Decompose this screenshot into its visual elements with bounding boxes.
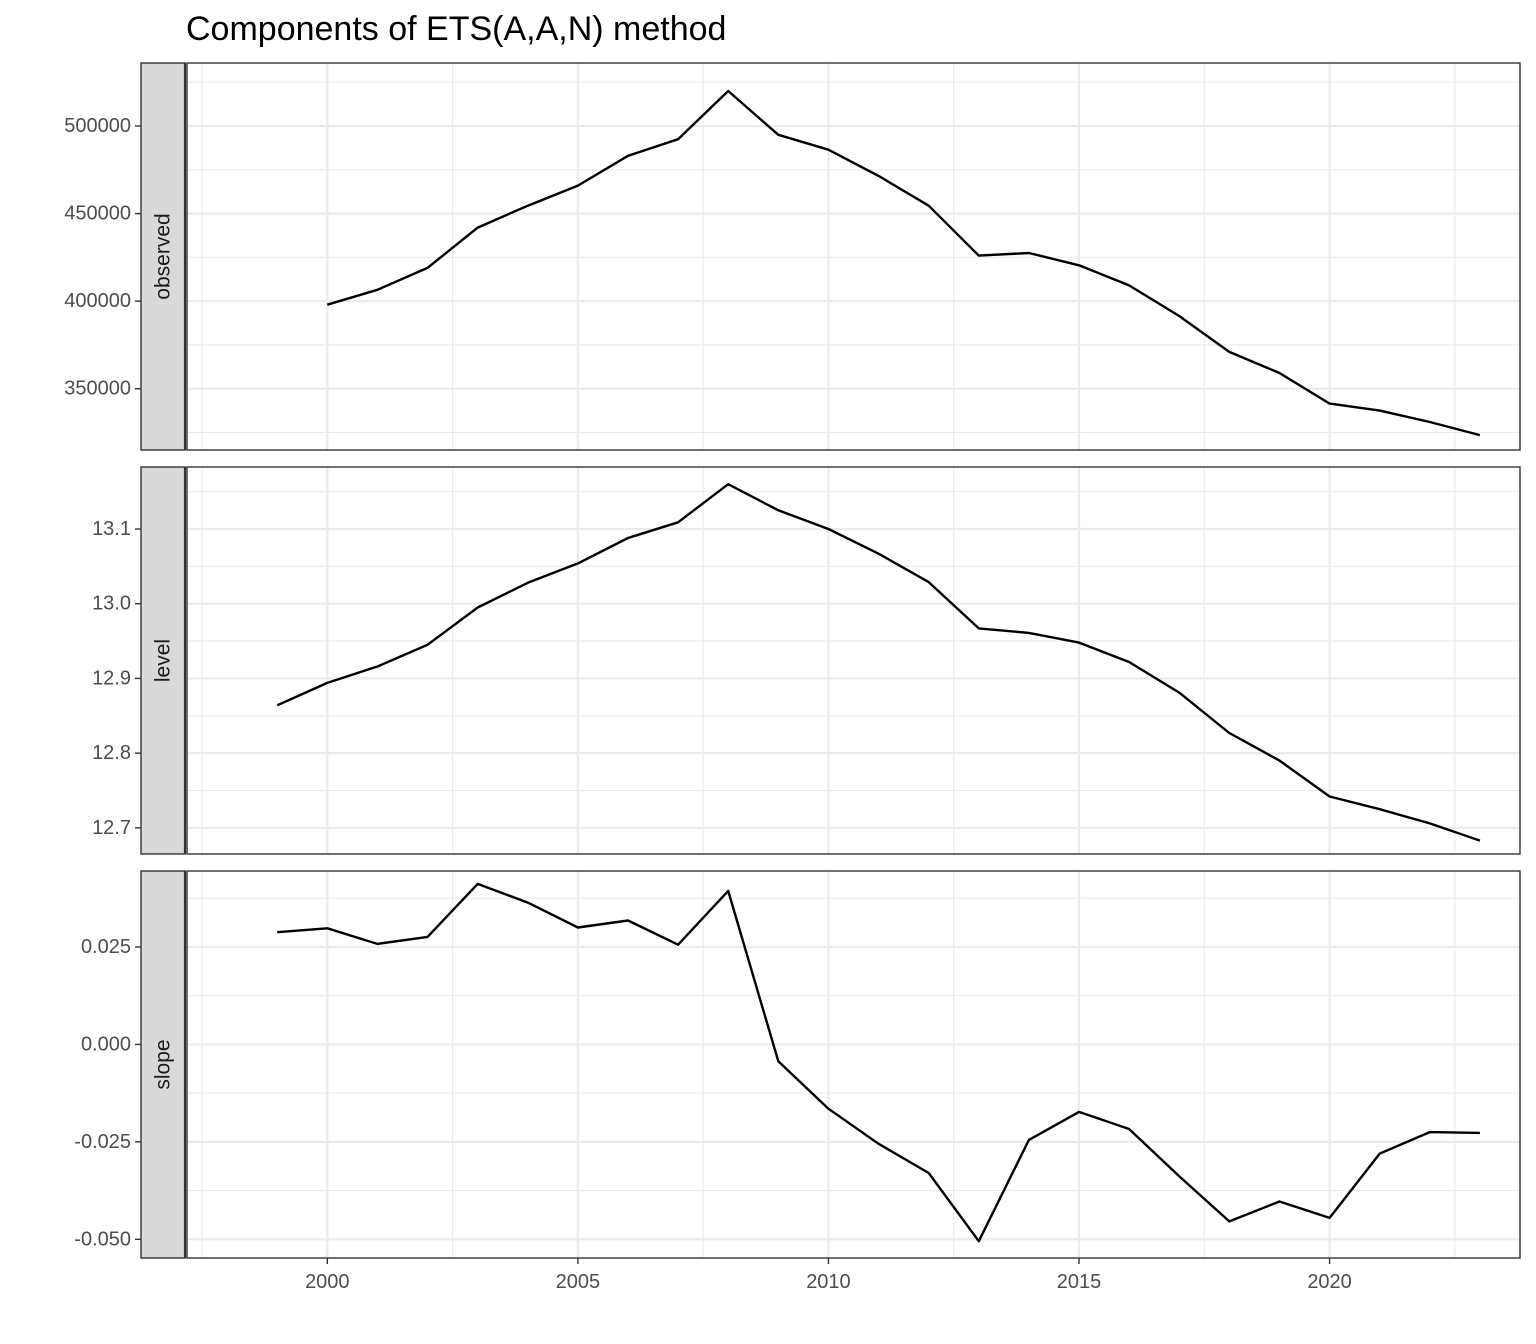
panel-background bbox=[187, 871, 1520, 1258]
panel-background bbox=[187, 63, 1520, 450]
series-line-observed bbox=[326, 89, 1481, 437]
panel-grid bbox=[187, 467, 1520, 854]
panel-border bbox=[186, 62, 1521, 451]
panel-background bbox=[187, 467, 1520, 854]
y-tick-label: -0.050 bbox=[74, 1228, 131, 1250]
panel-observed: observed 350000 400000 450000 500000 bbox=[64, 62, 1521, 451]
y-tick-label: 350000 bbox=[64, 378, 131, 400]
x-tick-label: 2010 bbox=[806, 1271, 851, 1293]
y-tick-label: 500000 bbox=[64, 115, 131, 137]
strip-label-observed: observed bbox=[152, 213, 175, 299]
x-tick-label: 2015 bbox=[1057, 1271, 1102, 1293]
facet-strip bbox=[140, 870, 186, 1259]
y-tick-label: 0.000 bbox=[81, 1033, 131, 1055]
x-tick-label: 2000 bbox=[305, 1271, 350, 1293]
panel-level: level 12.7 12.8 12.9 13.0 13.1 bbox=[92, 466, 1521, 855]
panel-grid bbox=[187, 871, 1520, 1258]
y-tick-label: 12.7 bbox=[92, 817, 131, 839]
panel-grid bbox=[187, 63, 1520, 450]
y-tick-label: 12.9 bbox=[92, 667, 131, 689]
series-line-slope bbox=[277, 882, 1480, 1243]
y-tick-label: 12.8 bbox=[92, 742, 131, 764]
x-tick-label: 2020 bbox=[1307, 1271, 1352, 1293]
panel-border bbox=[186, 466, 1521, 855]
facet-strip bbox=[140, 466, 186, 855]
chart-title: Components of ETS(A,A,N) method bbox=[186, 10, 726, 48]
strip-label-level: level bbox=[152, 639, 175, 682]
x-tick-label: 2005 bbox=[556, 1271, 601, 1293]
y-tick-label: 13.1 bbox=[92, 518, 131, 540]
panel-border bbox=[186, 870, 1521, 1259]
x-axis: 2000 2005 2010 2015 2020 bbox=[305, 1258, 1352, 1293]
strip-label-slope: slope bbox=[152, 1039, 175, 1089]
series-line-level bbox=[276, 483, 1481, 842]
y-tick-label: 13.0 bbox=[92, 593, 131, 615]
panel-slope: slope -0.050 -0.025 0.000 0.025 bbox=[74, 870, 1521, 1259]
facet-panels: observed 350000 400000 450000 500000 level 12.… bbox=[64, 62, 1521, 1259]
y-tick-label: -0.025 bbox=[74, 1131, 131, 1153]
facet-strip bbox=[140, 62, 186, 451]
y-tick-label: 0.025 bbox=[81, 936, 131, 958]
y-tick-label: 400000 bbox=[64, 290, 131, 312]
y-tick-label: 450000 bbox=[64, 203, 131, 225]
